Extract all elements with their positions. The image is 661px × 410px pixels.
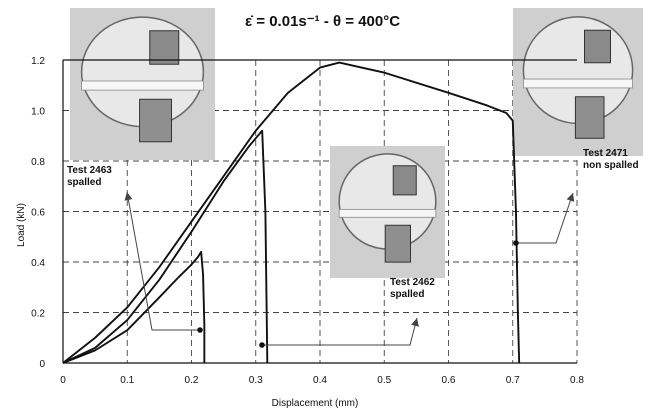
arrow-2471 <box>513 192 575 246</box>
y-tick-label: 0 <box>39 359 45 370</box>
y-axis-label: Load (kN) <box>16 203 27 247</box>
y-tick-label: 0.6 <box>31 208 45 219</box>
series-line-1 <box>62 250 206 364</box>
specimen-photo-2471 <box>513 8 643 156</box>
annotation-label: Test 2471 non spalled <box>583 148 639 171</box>
x-tick-label: 0.8 <box>570 375 584 386</box>
annotation-label: Test 2463 spalled <box>67 165 112 188</box>
annotations: Test 2463 spalled Test 2462 spalled Test 247… <box>67 148 639 300</box>
y-tick-label: 0.8 <box>31 157 45 168</box>
arrow-2463 <box>124 191 203 333</box>
annotation-arrows <box>124 191 575 348</box>
y-tick-label: 1.2 <box>31 56 45 67</box>
y-tick-label: 0.2 <box>31 309 45 320</box>
x-tick-label: 0.4 <box>313 375 327 386</box>
chart-title: ε̇ = 0.01s⁻¹ - θ = 400°C <box>245 13 400 30</box>
annotation-label: Test 2462 spalled <box>390 277 435 300</box>
specimen-photos <box>70 8 643 278</box>
arrow-2462 <box>259 317 419 348</box>
x-tick-label: 0 <box>60 375 66 386</box>
x-tick-label: 0.6 <box>442 375 456 386</box>
axes <box>62 59 577 364</box>
specimen-photo-2463 <box>70 8 215 160</box>
x-tick-label: 0.5 <box>377 375 391 386</box>
specimen-photo-2462 <box>330 146 445 278</box>
series-lines <box>62 61 521 364</box>
y-tick-labels: 0 0.2 0.4 0.6 0.8 1.0 1.2 <box>31 56 45 370</box>
series-line-3 <box>62 61 521 364</box>
x-tick-labels: 0 0.1 0.2 0.3 0.4 0.5 0.6 0.7 0.8 <box>60 375 584 386</box>
x-tick-label: 0.3 <box>249 375 263 386</box>
series-line-2 <box>62 129 269 364</box>
x-tick-label: 0.2 <box>185 375 199 386</box>
x-tick-label: 0.1 <box>120 375 134 386</box>
y-tick-label: 0.4 <box>31 258 45 269</box>
y-tick-label: 1.0 <box>31 107 45 118</box>
x-axis-label: Displacement (mm) <box>272 398 359 409</box>
x-tick-label: 0.7 <box>506 375 520 386</box>
